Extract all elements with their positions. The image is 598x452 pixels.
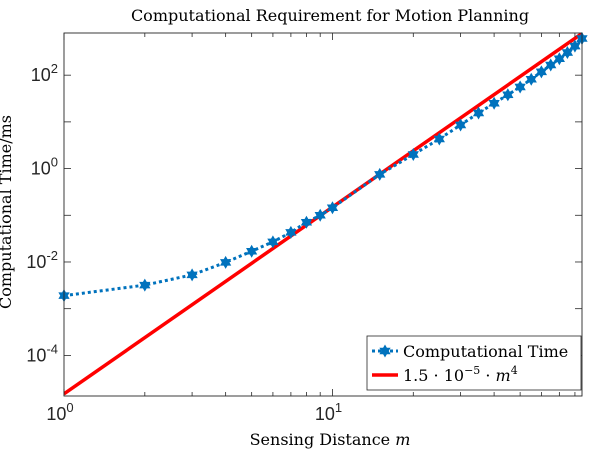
data-point <box>454 118 467 132</box>
data-point <box>535 65 548 79</box>
data-point <box>433 132 445 146</box>
data-point <box>246 244 258 258</box>
legend-label-fit: 1.5 · 10−5 · m4 <box>403 364 518 385</box>
data-point <box>300 215 313 229</box>
data-point <box>569 39 581 53</box>
data-point <box>139 278 151 292</box>
data-point <box>314 208 326 222</box>
data-point <box>326 201 339 215</box>
y-axis-label: Computational Time/ms <box>0 115 15 309</box>
x-tick-label: 100 <box>46 400 73 424</box>
legend-marker-computational-time <box>379 344 391 358</box>
y-tick-label: 100 <box>31 155 58 179</box>
y-tick-label: 102 <box>31 61 58 85</box>
data-point <box>285 225 297 239</box>
data-point <box>502 88 514 102</box>
x-axis-label: Sensing Distance m <box>250 430 411 449</box>
legend-box <box>366 335 582 391</box>
data-point <box>514 80 526 94</box>
y-tick-label: 10-2 <box>26 248 58 272</box>
legend: Computational Time 1.5 · 10−5 · m4 <box>366 335 582 391</box>
data-point <box>220 255 232 269</box>
data-point <box>525 72 537 86</box>
data-point <box>545 58 557 72</box>
data-marks <box>58 32 588 396</box>
data-point <box>407 148 419 162</box>
data-point <box>186 268 198 282</box>
axes-box <box>63 32 583 397</box>
data-point <box>472 106 485 120</box>
axes: 100 101 10-4 10-2 100 102 <box>26 32 583 424</box>
y-tick-label: 10-4 <box>26 341 58 365</box>
data-point <box>488 96 500 110</box>
x-tick-label: 101 <box>315 400 342 424</box>
legend-label-computational-time: Computational Time <box>403 342 568 361</box>
data-point <box>374 167 386 181</box>
chart-title: Computational Requirement for Motion Pla… <box>131 6 529 25</box>
data-point <box>267 235 279 249</box>
